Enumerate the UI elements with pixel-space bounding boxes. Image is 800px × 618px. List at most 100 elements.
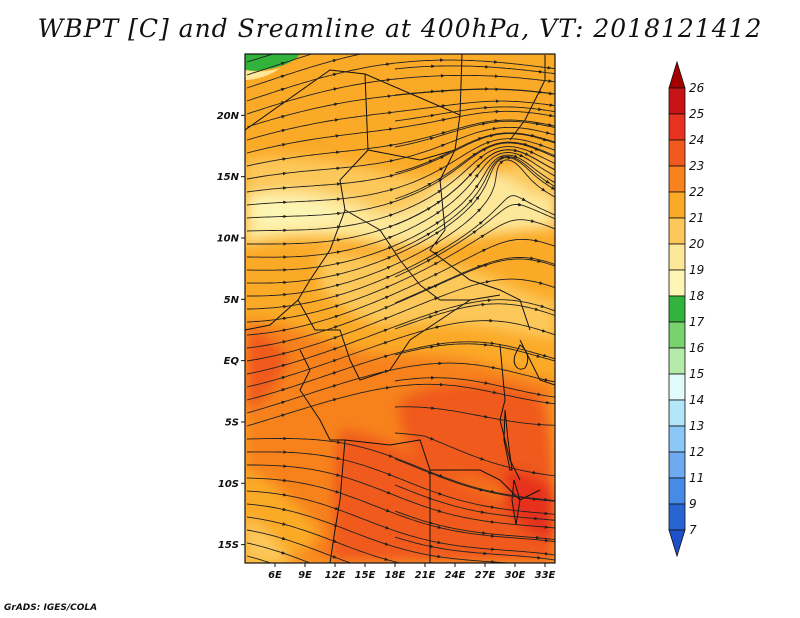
streamline-arrow [544,378,549,382]
streamline [247,464,555,529]
streamline-arrow [534,238,539,243]
streamline-arrow [282,157,287,161]
streamline-arrow [481,122,487,126]
streamline-arrow [336,440,342,444]
streamline-arrow [435,325,440,330]
streamline [394,536,555,561]
lon-tick-label: 33E [535,570,556,581]
streamline-arrow [491,365,497,370]
colorbar-swatch [668,113,686,141]
streamline-arrow [333,87,338,91]
streamline-arrow [384,317,389,321]
streamline [246,438,555,501]
streamline-arrow [482,148,487,152]
streamline-arrow [332,72,338,77]
colorbar-bottom-arrow [668,529,686,558]
lon-tick-label: 24E [445,570,466,581]
streamline [394,120,555,148]
streamline [246,238,555,336]
streamline [246,54,274,63]
streamline-arrow [332,384,338,388]
streamline [246,74,555,115]
streamline-arrow [333,102,339,107]
lat-tick-label: 20N [217,111,240,122]
grads-credit: GrADS: IGES/COLA [4,603,98,613]
streamline-arrow [472,230,477,235]
streamline-arrow [484,414,489,419]
colorbar-label: 18 [689,289,705,303]
lat-tick-label: 10S [218,479,239,490]
streamline-arrow [427,286,432,291]
streamline-arrow [536,354,541,358]
lon-tick-label: 6E [268,570,282,581]
streamline-arrow [385,525,390,530]
streamline-arrow [513,148,519,153]
streamline-arrow [430,113,435,118]
streamline [246,490,555,556]
streamline-arrow [428,315,434,319]
streamline [246,362,555,414]
streamline-arrow [333,523,339,527]
colorbar-label: 14 [689,393,704,407]
streamline [246,146,555,232]
streamline [246,54,314,76]
colorbar-label: 13 [689,419,704,433]
streamline-arrow [518,202,523,207]
streamline-arrow [281,400,286,405]
streamline [246,119,555,167]
streamline-arrow [384,306,389,310]
streamline-arrow [385,295,390,300]
plot-title: WBPT [C] and Sreamline at 400hPa, VT: 20… [37,14,763,43]
streamline-arrow [437,525,442,529]
streamline-arrow [472,152,477,157]
streamline [246,529,352,563]
streamline-arrow [531,133,536,138]
colorbar: 26 25 24 23 22 21 20 19 18 17 16 15 14 13 12 11 9 7 [668,60,705,558]
streamline-arrow [537,259,542,263]
streamline [246,133,555,193]
lat-tick-label: 5N [224,295,240,306]
streamline-arrow [435,221,440,225]
streamline-arrow [478,220,484,225]
map-frame [244,53,556,564]
streamline-arrow [434,251,439,256]
streamline-arrow [434,241,440,246]
streamline-arrow [433,284,439,289]
streamline-arrow [334,506,340,511]
streamline-arrow [474,183,479,189]
streamline [394,406,555,426]
streamline-arrow [545,179,550,184]
streamline-arrow [332,58,338,63]
streamline-arrow [537,392,542,397]
streamline [246,154,555,271]
streamline-arrow [430,345,435,349]
streamline-arrow [336,456,341,461]
streamline-arrow [541,187,546,192]
streamline-arrow [482,248,487,253]
streamline-arrow [336,261,341,266]
streamline [394,377,555,398]
streamline-arrow [477,208,482,213]
streamline-arrow [438,491,443,496]
streamline-arrow [441,131,447,135]
streamline-arrow [521,197,527,202]
streamline-arrow [334,118,340,122]
streamline-arrow [280,87,286,92]
streamline-arrow [433,273,439,277]
streamline-arrow [534,307,540,311]
streamline-arrow [385,508,391,513]
streamline-arrow [386,490,392,495]
streamline-arrow [477,265,482,269]
lon-tick-label: 21E [415,570,436,581]
colorbar-swatch [668,87,686,115]
streamline-arrow [387,246,393,250]
streamline-arrow [388,236,393,240]
streamline-arrow [388,225,394,229]
streamline-arrow [490,505,496,509]
colorbar-swatch [668,217,686,245]
streamline-arrow [439,167,444,171]
streamline-arrow [477,137,483,141]
streamline-arrow [426,259,432,263]
streamline [247,195,555,310]
streamline-arrow [440,155,445,160]
